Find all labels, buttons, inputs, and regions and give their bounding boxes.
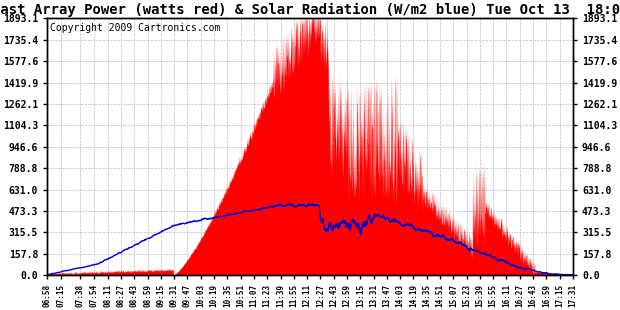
- Title: East Array Power (watts red) & Solar Radiation (W/m2 blue) Tue Oct 13  18:06: East Array Power (watts red) & Solar Rad…: [0, 3, 620, 17]
- Text: Copyright 2009 Cartronics.com: Copyright 2009 Cartronics.com: [50, 23, 220, 33]
